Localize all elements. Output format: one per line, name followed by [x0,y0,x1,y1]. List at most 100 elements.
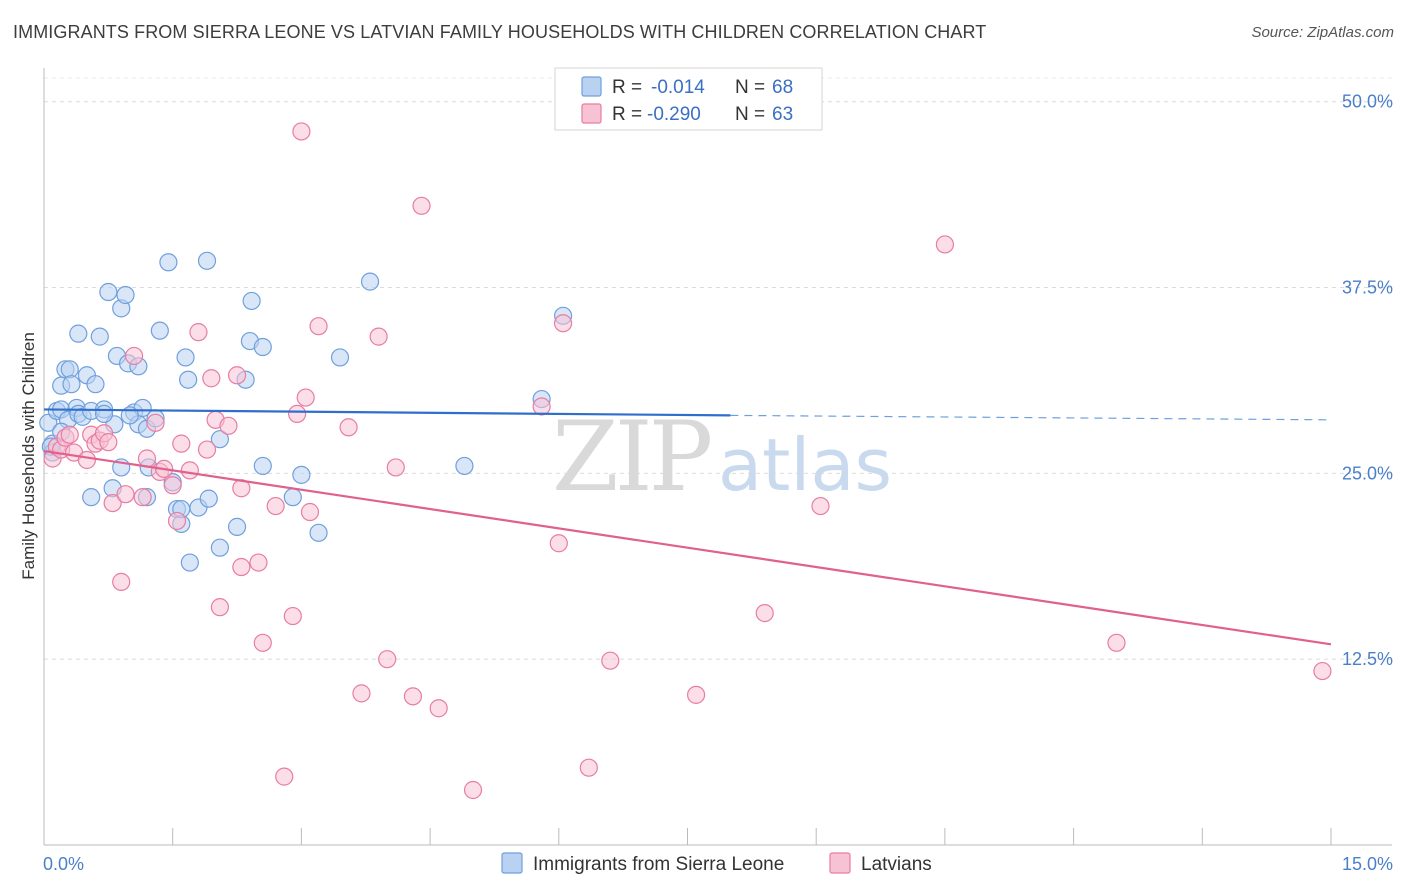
point-1-59 [811,496,830,516]
legend-n-label-1: N = [735,77,765,98]
point-0-53 [242,291,261,311]
series-latvians [43,122,1332,800]
point-0-60 [360,272,380,291]
legend-swatch-sierra-leone [581,76,602,97]
point-0-61 [455,456,474,476]
point-1-24 [180,461,199,480]
point-1-37 [275,767,294,786]
point-0-47 [199,489,218,508]
y-tick-labels: 12.5% 25.0% 37.5% 50.0% [1342,92,1393,669]
point-0-49 [210,538,229,557]
point-0-55 [253,456,272,476]
source-credit: Source: ZipAtlas.com [1251,24,1394,41]
legend-swatch-latvians [581,103,602,124]
point-1-48 [403,687,423,706]
legend-r-value-1: -0.014 [651,77,705,98]
point-0-16 [86,375,105,394]
point-0-54 [253,337,272,357]
point-1-50 [429,699,448,718]
trend-line-0 [43,408,731,417]
point-1-29 [210,598,229,617]
bottom-legend-swatch-latvians [829,852,851,874]
point-1-15 [124,346,144,366]
point-0-17 [82,488,101,507]
point-1-11 [99,433,118,452]
point-0-43 [179,370,198,389]
watermark-atlas: atlas [718,423,892,507]
point-1-58 [755,603,774,623]
point-1-47 [386,458,405,477]
bottom-legend-swatch-sierra-leone [501,852,523,874]
watermark-zip: ZIP [552,401,711,513]
point-0-50 [227,517,247,536]
bottom-legend-label-sierra-leone: Immigrants from Sierra Leone [533,854,784,875]
point-1-17 [137,449,157,468]
point-1-51 [463,780,483,800]
point-1-60 [935,235,955,254]
point-1-33 [232,557,251,577]
point-0-58 [309,523,328,542]
x-tick-label-1: 15.0% [1342,854,1393,874]
point-0-46 [197,251,217,270]
point-1-21 [163,476,182,495]
point-0-37 [159,253,178,272]
point-1-25 [189,323,208,342]
point-1-40 [296,388,315,407]
point-1-56 [601,651,620,670]
point-0-56 [283,488,302,507]
legend-n-value-2: 63 [772,104,793,125]
point-1-36 [266,496,285,516]
point-1-14 [116,485,135,504]
point-1-61 [1107,633,1126,652]
point-1-34 [249,553,268,572]
point-1-44 [352,684,371,703]
point-1-62 [1313,661,1332,681]
point-1-53 [549,534,568,553]
point-1-55 [579,758,598,777]
point-1-46 [378,650,397,669]
point-1-12 [103,493,122,513]
point-1-54 [553,314,573,333]
trend-extension-0 [730,414,1332,421]
point-0-26 [116,285,135,305]
point-0-9 [62,375,81,394]
point-1-52 [532,397,551,416]
trend-line-1 [43,449,1332,646]
point-0-59 [330,348,350,367]
legend-n-label-2: N = [735,104,765,125]
point-0-11 [69,324,88,343]
point-1-16 [133,488,152,507]
point-1-13 [112,572,131,591]
point-0-42 [176,348,195,367]
point-1-30 [219,416,238,435]
trend-lines [43,408,1332,646]
point-1-18 [146,413,165,432]
point-1-35 [253,633,272,652]
legend-r-label-1: R = [612,77,642,98]
point-0-20 [99,282,118,302]
point-1-23 [172,434,191,453]
series-legend: Immigrants from Sierra Leone Latvians [501,852,932,875]
point-1-22 [167,511,187,531]
x-tick-label-0: 0.0% [43,854,84,874]
point-1-4 [60,425,79,444]
point-0-66 [94,404,114,424]
y-tick-label-1: 25.0% [1342,463,1393,483]
bottom-legend-label-latvians: Latvians [861,854,932,875]
point-0-57 [292,465,311,484]
legend-r-value-2: -0.290 [647,104,701,125]
point-1-49 [412,196,431,215]
point-1-6 [77,450,97,470]
correlation-legend: R = -0.014 N = 68 R = -0.290 N = 63 [554,67,823,131]
x-tick-labels: 0.0% 15.0% [43,854,1393,874]
y-tick-label-0: 12.5% [1342,649,1393,669]
point-1-43 [339,418,358,437]
point-1-41 [300,502,320,522]
y-tick-label-2: 37.5% [1342,278,1393,298]
point-1-42 [309,317,328,336]
point-0-44 [180,553,199,572]
point-0-36 [150,321,169,340]
chart-title: IMMIGRANTS FROM SIERRA LEONE VS LATVIAN … [13,22,987,42]
point-1-45 [369,327,388,346]
